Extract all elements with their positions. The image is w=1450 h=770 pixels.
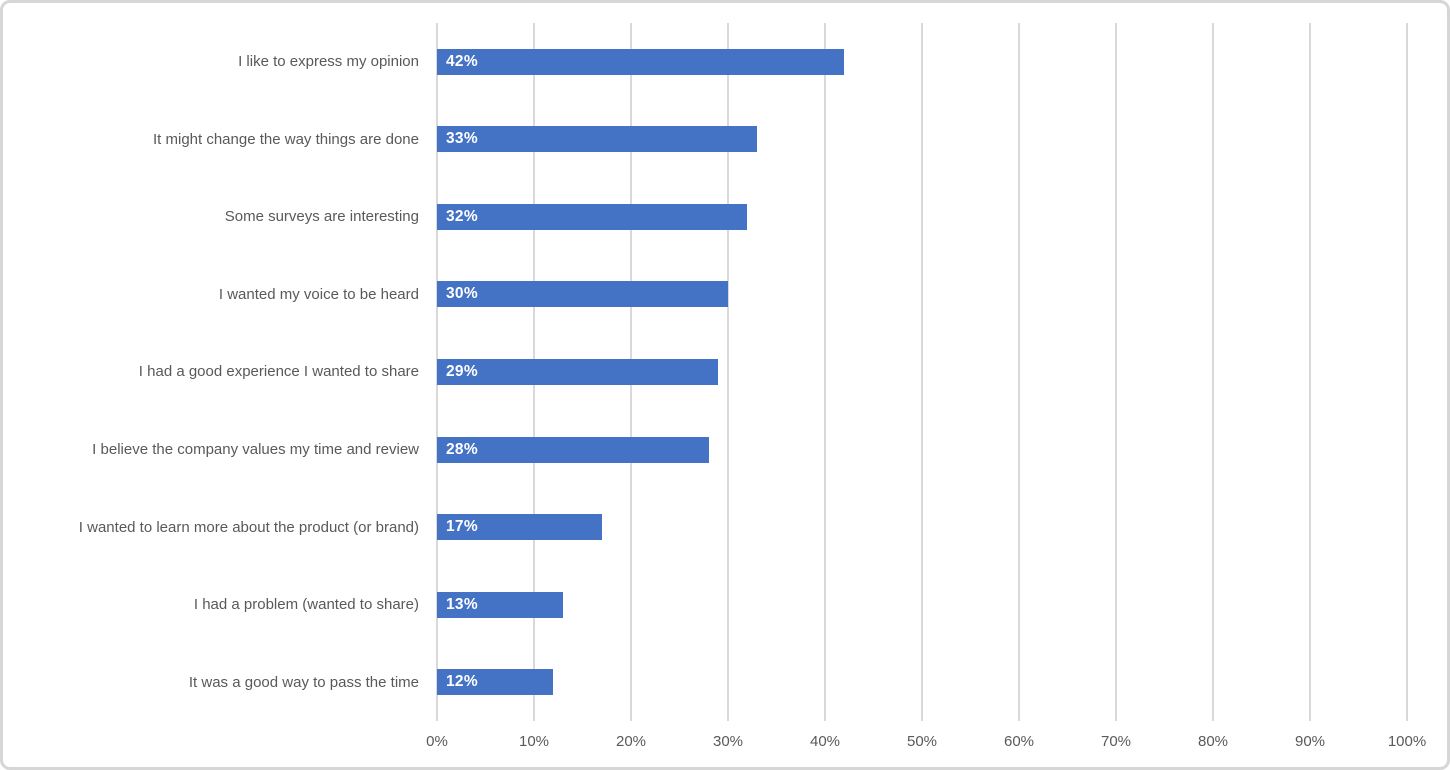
bar-row: 28%: [437, 411, 1407, 489]
gridline: [824, 23, 826, 721]
x-tick-label: 10%: [518, 733, 550, 750]
bar-value-label: 32%: [446, 207, 478, 225]
x-tick-label: 100%: [1387, 733, 1427, 750]
gridline: [1212, 23, 1214, 721]
bar: 13%: [437, 591, 564, 618]
x-tick-label: 90%: [1294, 733, 1326, 750]
plot-area: 42% 33% 32% 30% 29% 28% 17% 13% 12%: [436, 23, 1408, 721]
category-label: I wanted to learn more about the product…: [78, 518, 419, 536]
x-tick-label: 50%: [906, 733, 938, 750]
x-tick-label: 80%: [1197, 733, 1229, 750]
bar-value-label: 12%: [446, 673, 478, 691]
gridline: [1115, 23, 1117, 721]
bar-value-label: 13%: [446, 595, 478, 613]
bar: 33%: [437, 126, 758, 153]
bar-row: 42%: [437, 23, 1407, 101]
bar-row: 12%: [437, 643, 1407, 721]
bar-value-label: 30%: [446, 285, 478, 303]
category-label: It was a good way to pass the time: [188, 673, 419, 691]
bar-row: 30%: [437, 256, 1407, 334]
category-label: I like to express my opinion: [238, 53, 419, 71]
x-tick-label: 30%: [712, 733, 744, 750]
category-axis: I like to express my opinion It might cha…: [3, 23, 428, 721]
gridline: [727, 23, 729, 721]
gridline: [921, 23, 923, 721]
bar: 17%: [437, 514, 602, 541]
bar-row: 32%: [437, 178, 1407, 256]
bar: 28%: [437, 436, 709, 463]
gridline: [1018, 23, 1020, 721]
bar-value-label: 28%: [446, 440, 478, 458]
bar: 32%: [437, 203, 748, 230]
x-tick-label: 70%: [1100, 733, 1132, 750]
bar-value-label: 33%: [446, 130, 478, 148]
bar-row: 17%: [437, 488, 1407, 566]
x-tick-label: 40%: [809, 733, 841, 750]
x-tick-label: 0%: [426, 733, 448, 750]
gridline: [1406, 23, 1408, 721]
category-label: I believe the company values my time and…: [92, 441, 419, 459]
bar-value-label: 17%: [446, 518, 478, 536]
category-label: I had a good experience I wanted to shar…: [138, 363, 419, 381]
x-tick-label: 20%: [615, 733, 647, 750]
category-label: Some surveys are interesting: [224, 208, 419, 226]
bar: 42%: [437, 48, 845, 75]
category-label: I had a problem (wanted to share): [193, 596, 419, 614]
bar-value-label: 29%: [446, 362, 478, 380]
bar: 12%: [437, 669, 554, 696]
bar-row: 29%: [437, 333, 1407, 411]
x-tick-label: 60%: [1003, 733, 1035, 750]
bar-row: 33%: [437, 101, 1407, 179]
bar: 29%: [437, 358, 719, 385]
gridline: [1309, 23, 1311, 721]
bar-value-label: 42%: [446, 52, 478, 70]
bar: 30%: [437, 281, 728, 308]
x-axis: 0% 10% 20% 30% 40% 50% 60% 70% 80% 90% 100%: [426, 733, 1426, 757]
category-label: I wanted my voice to be heard: [218, 285, 419, 303]
category-label: It might change the way things are done: [152, 130, 419, 148]
bar-row: 13%: [437, 566, 1407, 644]
